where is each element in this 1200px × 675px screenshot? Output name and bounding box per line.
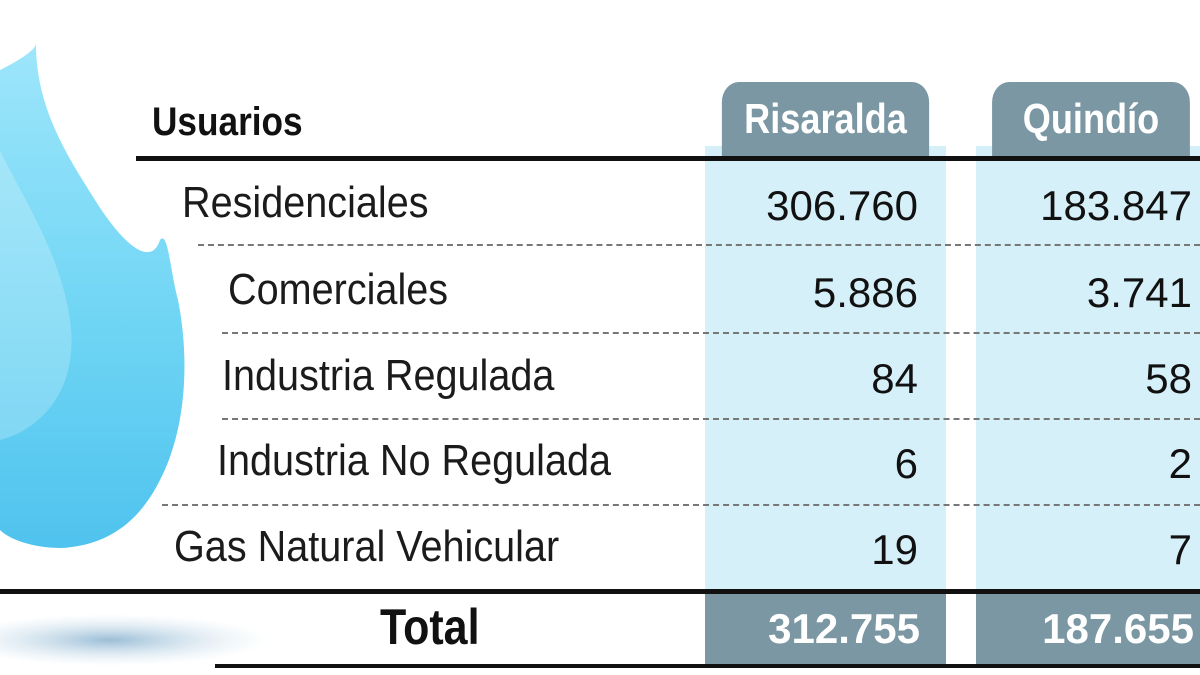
cell-residenciales-risaralda: 306.760	[766, 182, 918, 229]
row-label-residenciales: Residenciales	[182, 178, 429, 227]
total-quindio: 187.655	[976, 594, 1200, 664]
row-divider	[198, 244, 1200, 246]
quindio-column-bg	[976, 146, 1200, 589]
cell-industria-regulada-quindio: 58	[1145, 355, 1192, 402]
row-header: Usuarios	[152, 100, 303, 144]
row-label-comerciales: Comerciales	[228, 265, 449, 314]
column-header-quindio: Quindío	[992, 82, 1190, 156]
total-rule	[0, 589, 1200, 594]
cell-industria-regulada-risaralda: 84	[871, 355, 918, 402]
cell-residenciales-quindio: 183.847	[1040, 182, 1192, 229]
row-label-industria-no-regulada: Industria No Regulada	[217, 436, 612, 485]
row-divider	[222, 332, 1200, 334]
cell-gas-natural-vehicular-quindio: 7	[1168, 526, 1192, 573]
cell-gas-natural-vehicular-risaralda: 19	[871, 526, 918, 573]
total-risaralda: 312.755	[705, 594, 946, 664]
row-label-gas-natural-vehicular: Gas Natural Vehicular	[174, 522, 560, 571]
cell-comerciales-risaralda: 5.886	[812, 269, 918, 316]
row-divider	[162, 504, 1200, 506]
cell-comerciales-quindio: 3.741	[1086, 269, 1192, 316]
cell-industria-no-regulada-quindio: 2	[1168, 440, 1192, 487]
column-header-risaralda: Risaralda	[721, 82, 930, 156]
cell-industria-no-regulada-risaralda: 6	[894, 440, 918, 487]
bottom-rule	[215, 664, 1200, 668]
risaralda-column-bg	[705, 146, 946, 589]
total-label: Total	[380, 599, 480, 655]
header-rule	[136, 156, 1200, 161]
row-divider	[222, 418, 1200, 420]
flame-icon	[0, 44, 270, 666]
row-label-industria-regulada: Industria Regulada	[222, 351, 555, 400]
